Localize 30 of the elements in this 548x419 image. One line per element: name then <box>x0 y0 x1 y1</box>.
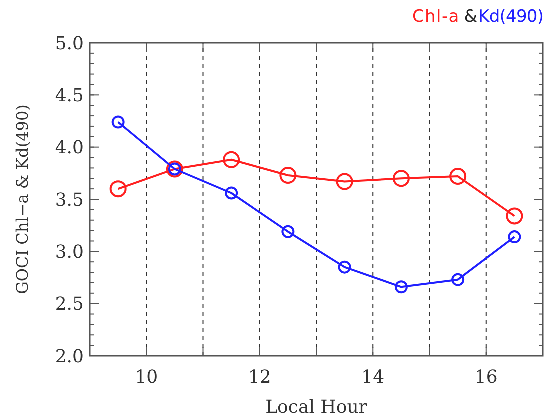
x-axis-title: Local Hour <box>266 397 368 418</box>
y-tick-label: 2.5 <box>55 294 84 316</box>
text: & <box>464 7 478 27</box>
text: Chl-a <box>412 7 460 27</box>
point <box>336 173 354 190</box>
y-tick-label: 5.0 <box>55 33 84 54</box>
y-tick-label: 3.0 <box>55 242 84 263</box>
x-tick-label: 10 <box>135 367 158 388</box>
y-tick-label: 4.0 <box>55 138 84 159</box>
x-tick-label: 16 <box>474 367 498 388</box>
text: Kd(490) <box>478 7 544 27</box>
point <box>338 260 352 274</box>
point <box>280 167 297 184</box>
x-tick-label: 14 <box>362 367 385 388</box>
y-tick-label: 4.5 <box>55 85 84 106</box>
point <box>392 170 410 188</box>
point <box>112 116 125 129</box>
point <box>223 151 240 168</box>
y-tick-label: 2.0 <box>55 346 84 368</box>
point <box>450 168 467 186</box>
point <box>225 186 238 200</box>
point <box>110 180 127 198</box>
point <box>508 230 522 244</box>
y-axis-title: GOCI Chl−a & Kd(490) <box>13 104 32 294</box>
y-tick-label: 3.5 <box>55 190 84 211</box>
point <box>282 225 295 238</box>
x-tick-label: 12 <box>248 367 272 388</box>
point <box>452 273 465 286</box>
point <box>394 280 408 294</box>
point <box>506 208 524 225</box>
